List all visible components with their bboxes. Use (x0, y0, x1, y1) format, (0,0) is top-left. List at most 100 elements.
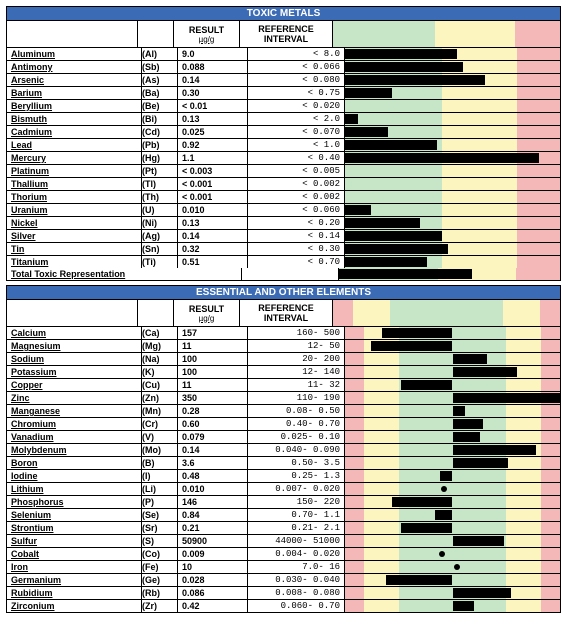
result-value: 0.14 (178, 444, 248, 456)
result-value: 0.13 (178, 217, 248, 229)
result-value: 100 (178, 353, 248, 365)
table-row: Arsenic(As)0.14< 0.080 (7, 74, 560, 87)
result-value: 146 (178, 496, 248, 508)
result-value: 0.48 (178, 470, 248, 482)
row-chart (345, 431, 560, 443)
ref-interval: < 0.060 (248, 204, 345, 216)
element-name: Silver (7, 230, 142, 242)
element-symbol: (V) (142, 431, 178, 443)
element-symbol: (Rb) (142, 587, 178, 599)
table-row: Titanium(Ti)0.51< 0.70 (7, 256, 560, 268)
ref-interval: 0.025- 0.10 (248, 431, 345, 443)
ref-interval: 0.007- 0.020 (248, 483, 345, 495)
element-name: Sulfur (7, 535, 142, 547)
essential-section: ESSENTIAL AND OTHER ELEMENTS RESULT µg/g… (6, 285, 561, 613)
element-symbol: (Na) (142, 353, 178, 365)
ref-interval: < 0.14 (248, 230, 345, 242)
toxic-header-row: RESULT µg/g REFERENCE INTERVAL PERCENTIL… (7, 20, 560, 48)
table-row: Vanadium(V)0.0790.025- 0.10 (7, 431, 560, 444)
element-name: Zinc (7, 392, 142, 404)
element-name: Antimony (7, 61, 142, 73)
ref-interval: 12- 50 (248, 340, 345, 352)
result-value: 0.42 (178, 600, 248, 612)
row-chart (345, 470, 560, 482)
row-chart (345, 327, 560, 339)
table-row: Nickel(Ni)0.13< 0.20 (7, 217, 560, 230)
row-chart (345, 256, 560, 268)
element-symbol: (S) (142, 535, 178, 547)
table-row: Bismuth(Bi)0.13< 2.0 (7, 113, 560, 126)
element-name: Manganese (7, 405, 142, 417)
row-chart (345, 100, 560, 112)
percentile-header: PERCENTILE 2.5th16th50th84th97.5th (333, 300, 560, 326)
ref-interval: 0.50- 3.5 (248, 457, 345, 469)
element-symbol: (Sn) (142, 243, 178, 255)
element-name: Iodine (7, 470, 142, 482)
ref-interval: 12- 140 (248, 366, 345, 378)
element-name: Bismuth (7, 113, 142, 125)
total-label: Total Toxic Representation (7, 268, 242, 280)
element-symbol: (Be) (142, 100, 178, 112)
ref-interval: < 8.0 (248, 48, 345, 60)
table-row: Sulfur(S)5090044000- 51000 (7, 535, 560, 548)
element-name: Tin (7, 243, 142, 255)
element-symbol: (Bi) (142, 113, 178, 125)
table-row: Silver(Ag)0.14< 0.14 (7, 230, 560, 243)
element-name: Copper (7, 379, 142, 391)
result-value: 0.010 (178, 204, 248, 216)
row-chart (345, 366, 560, 378)
ref-interval: 20- 200 (248, 353, 345, 365)
ref-interval: < 0.005 (248, 165, 345, 177)
table-row: Rubidium(Rb)0.0860.008- 0.080 (7, 587, 560, 600)
element-symbol: (Sb) (142, 61, 178, 73)
result-value: < 0.003 (178, 165, 248, 177)
result-value: 11 (178, 379, 248, 391)
result-value: 0.60 (178, 418, 248, 430)
ref-header: REFERENCE INTERVAL (240, 21, 333, 47)
element-name: Germanium (7, 574, 142, 586)
row-chart (345, 600, 560, 612)
table-row: Magnesium(Mg)1112- 50 (7, 340, 560, 353)
element-symbol: (Mg) (142, 340, 178, 352)
element-name: Magnesium (7, 340, 142, 352)
table-row: Uranium(U)0.010< 0.060 (7, 204, 560, 217)
row-chart (345, 405, 560, 417)
result-value: < 0.001 (178, 178, 248, 190)
result-value: 0.14 (178, 230, 248, 242)
element-symbol: (Fe) (142, 561, 178, 573)
table-row: Manganese(Mn)0.280.08- 0.50 (7, 405, 560, 418)
row-chart (345, 561, 560, 573)
result-value: 0.028 (178, 574, 248, 586)
ref-interval: 0.060- 0.70 (248, 600, 345, 612)
row-chart (345, 230, 560, 242)
result-value: < 0.01 (178, 100, 248, 112)
row-chart (345, 217, 560, 229)
table-row: Calcium(Ca)157160- 500 (7, 327, 560, 340)
element-symbol: (Ni) (142, 217, 178, 229)
table-row: Molybdenum(Mo)0.140.040- 0.090 (7, 444, 560, 457)
element-name: Arsenic (7, 74, 142, 86)
table-row: Iodine(I)0.480.25- 1.3 (7, 470, 560, 483)
element-name: Cadmium (7, 126, 142, 138)
row-chart (345, 139, 560, 151)
result-header: RESULT µg/g (174, 21, 240, 47)
element-name: Strontium (7, 522, 142, 534)
table-row: Phosphorus(P)146150- 220 (7, 496, 560, 509)
element-name: Lithium (7, 483, 142, 495)
element-symbol: (Hg) (142, 152, 178, 164)
row-chart (345, 379, 560, 391)
element-name: Sodium (7, 353, 142, 365)
ref-interval: 0.008- 0.080 (248, 587, 345, 599)
element-symbol: (K) (142, 366, 178, 378)
element-symbol: (Cd) (142, 126, 178, 138)
row-chart (345, 126, 560, 138)
row-chart (345, 457, 560, 469)
result-value: 157 (178, 327, 248, 339)
ref-interval: 7.0- 16 (248, 561, 345, 573)
element-name: Vanadium (7, 431, 142, 443)
ref-interval: 0.70- 1.1 (248, 509, 345, 521)
ref-interval: < 1.0 (248, 139, 345, 151)
ref-interval: < 0.20 (248, 217, 345, 229)
row-chart (345, 548, 560, 560)
element-name: Calcium (7, 327, 142, 339)
